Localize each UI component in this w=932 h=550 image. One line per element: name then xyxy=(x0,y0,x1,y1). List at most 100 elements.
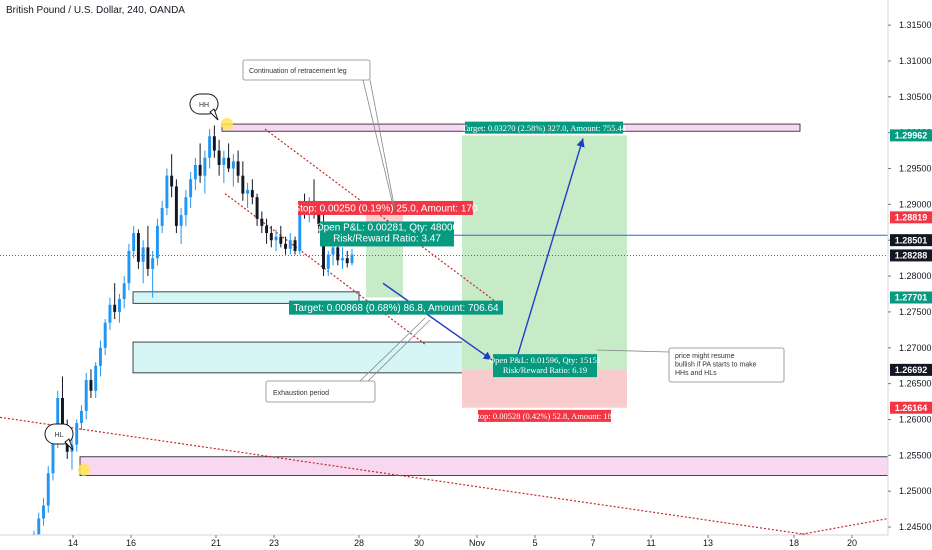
candle xyxy=(217,139,221,176)
price-badge-bg xyxy=(890,291,932,304)
hh-label: HH xyxy=(199,102,209,109)
candle-body xyxy=(146,247,150,269)
candle-body xyxy=(189,179,193,198)
position2-stop-label-bg xyxy=(478,409,611,422)
candle-body xyxy=(331,247,335,255)
y-tick-label: 1.29500 xyxy=(899,164,932,174)
candle-body xyxy=(160,207,164,226)
candle xyxy=(189,172,193,208)
candle-body xyxy=(222,157,226,165)
hl-label: HL xyxy=(55,432,64,439)
candle xyxy=(227,143,231,173)
candle-body xyxy=(208,136,212,158)
candle-body xyxy=(317,211,321,226)
candle xyxy=(108,297,112,330)
candle-body xyxy=(155,225,159,259)
candle-body xyxy=(279,236,283,244)
candle xyxy=(260,211,264,234)
down-arrow xyxy=(382,282,493,361)
candle xyxy=(222,150,226,183)
candle-body xyxy=(75,423,79,445)
candle xyxy=(113,283,117,320)
candle-body xyxy=(61,397,64,427)
price-badge: 1.29962 xyxy=(895,131,928,141)
price-badge: 1.26692 xyxy=(895,365,928,375)
candle-body xyxy=(236,161,240,176)
hh-label-tail xyxy=(209,108,219,121)
annotations-layer: Stop: 0.00250 (0.19%) 25.0, Amount: 170 O… xyxy=(44,59,785,476)
candle xyxy=(155,218,159,266)
y-tick-label: 1.24500 xyxy=(899,522,932,532)
time-axis-bg xyxy=(0,535,932,550)
price-badge: 1.26164 xyxy=(895,403,928,413)
candle-body xyxy=(284,243,288,249)
y-tick-label: 1.25000 xyxy=(899,486,932,496)
position1-pnl-bg xyxy=(320,221,454,247)
price-axis-bg xyxy=(888,0,932,550)
candles-layer xyxy=(32,125,354,550)
candle xyxy=(198,143,202,183)
candle-body xyxy=(231,161,235,169)
candle xyxy=(265,218,269,244)
candle xyxy=(84,372,88,420)
hl-label-tail xyxy=(64,438,74,451)
x-tick-label: 5 xyxy=(532,538,537,548)
price-badge-bg xyxy=(890,249,932,262)
candle xyxy=(293,236,297,255)
candle-body xyxy=(288,240,292,249)
price-badge-bg xyxy=(890,234,932,247)
zone-demand-1 xyxy=(79,456,894,476)
candle-body xyxy=(322,225,325,269)
position2-target-label: Target: 0.03270 (2.58%) 327.0, Amount: 7… xyxy=(462,123,627,133)
candle xyxy=(288,233,292,255)
y-tick-label: 1.26500 xyxy=(899,379,932,389)
candle-body xyxy=(184,197,188,216)
candle xyxy=(279,225,283,248)
resume-note-line: price might resume xyxy=(675,353,735,360)
candle-body xyxy=(42,505,45,519)
candle-body xyxy=(165,175,169,208)
candle-body xyxy=(274,236,278,241)
candle xyxy=(117,294,121,323)
candle xyxy=(170,154,174,198)
candle xyxy=(246,182,250,208)
candle-body xyxy=(122,283,126,300)
price-badge-bg xyxy=(890,129,932,142)
candle-body xyxy=(174,186,178,226)
position1-pnl-label: Open P&L: 0.00281, Qty: 48000 xyxy=(316,222,459,233)
candle-body xyxy=(151,258,155,269)
candle-body xyxy=(198,164,202,176)
candle xyxy=(136,229,140,269)
x-tick-label: 11 xyxy=(646,538,655,548)
y-tick-label: 1.26000 xyxy=(899,414,932,424)
position1-stop-label-bg xyxy=(298,200,473,215)
price-badge: 1.28288 xyxy=(895,251,928,261)
candle-body xyxy=(98,347,102,366)
candle-body xyxy=(341,258,344,261)
resume-note-text: price might resume bullish if PA starts t… xyxy=(675,353,757,377)
candle xyxy=(174,179,178,234)
y-tick-label: 1.29000 xyxy=(899,199,932,209)
position2-stop-label: Stop: 0.00528 (0.42%) 52.8, Amount: 180 xyxy=(473,411,616,421)
price-badge-bg xyxy=(890,211,932,224)
exhaustion-note-pointer xyxy=(359,317,431,382)
candle xyxy=(236,150,240,183)
candle xyxy=(269,225,273,248)
candle-body xyxy=(255,197,259,219)
candle xyxy=(42,498,45,526)
candle xyxy=(241,161,245,201)
y-tick-label: 1.31000 xyxy=(899,56,932,66)
candle-body xyxy=(37,518,41,535)
candle xyxy=(212,125,216,158)
resume-note-pointer xyxy=(596,349,670,353)
candle xyxy=(231,154,235,187)
resume-note-line: bullish if PA starts to make xyxy=(675,362,757,369)
candle xyxy=(70,437,74,470)
x-tick-label: 7 xyxy=(590,538,595,548)
candle-body xyxy=(103,322,107,348)
candle-body xyxy=(269,233,273,241)
resume-note-box xyxy=(668,347,785,383)
resume-note-line: HHs and HLs xyxy=(675,370,717,377)
